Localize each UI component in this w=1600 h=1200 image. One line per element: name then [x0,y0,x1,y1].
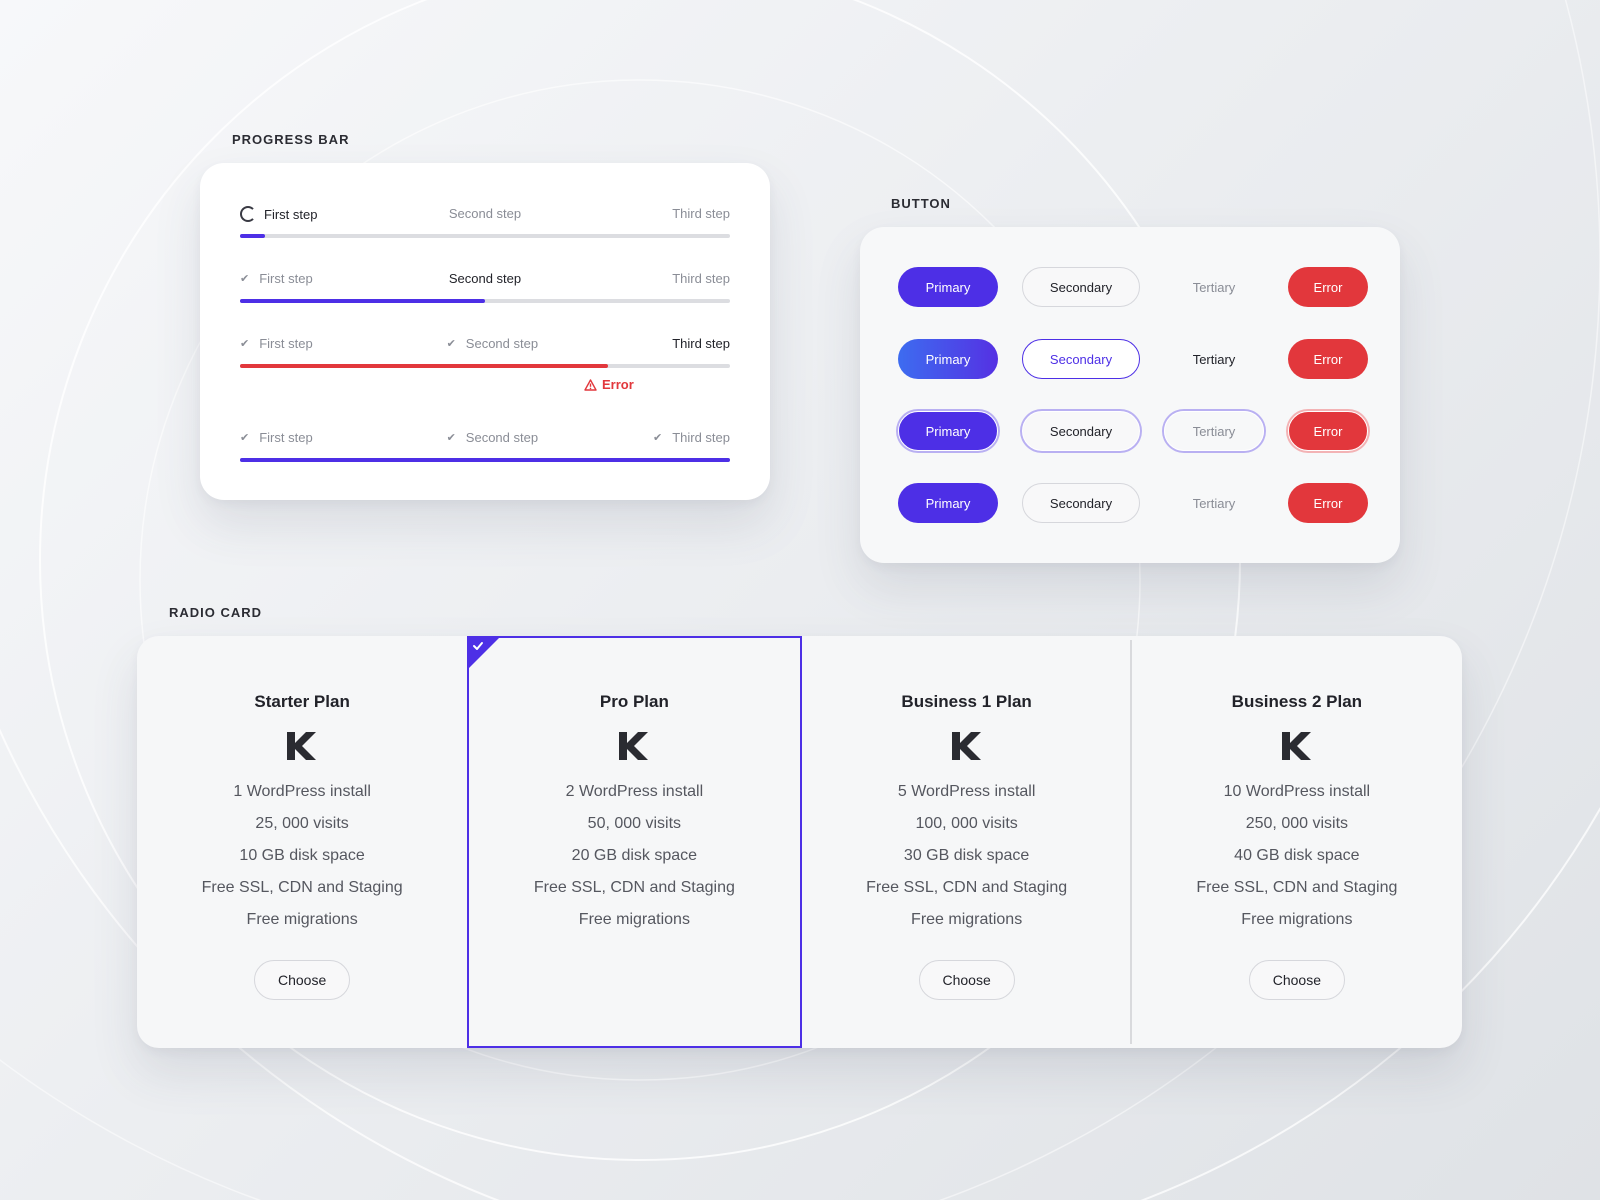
tertiary-button-pressed[interactable]: Tertiary [1164,483,1264,523]
plan-title: Business 2 Plan [1231,692,1363,711]
progress-row: ✔ First step ✔ Second step ✔ Third step [240,430,730,462]
plan-title: Pro Plan [599,692,669,711]
plan-features: 10 WordPress install 250, 000 visits 40 … [1196,776,1397,936]
progress-track [240,364,730,368]
progress-step-label: Second step [448,271,522,286]
plan-feature: 30 GB disk space [903,847,1030,864]
plan-feature: Free SSL, CDN and Staging [201,879,403,896]
progress-step-label: ✔ Second step [446,336,539,351]
plan-feature: 20 GB disk space [571,847,698,864]
plan-feature: 40 GB disk space [1234,847,1360,864]
kinsta-k-logo [951,732,981,760]
plan-card-starter[interactable]: Starter Plan 1 WordPress install 25, 000… [137,636,467,1048]
plan-feature: 100, 000 visits [915,815,1018,832]
secondary-button-hover[interactable]: Secondary [1022,339,1140,379]
plan-card-business-1[interactable]: Business 1 Plan 5 WordPress install 100,… [802,636,1132,1048]
progress-error-message: Error [584,377,634,392]
primary-button-focus[interactable]: Primary [898,411,998,451]
progress-step-label: ✔ First step [240,336,313,351]
secondary-button-pressed[interactable]: Secondary [1022,483,1140,523]
error-button-hover[interactable]: Error [1288,339,1368,379]
button-section-title: BUTTON [891,196,951,211]
progress-step-label: ✔ First step [240,271,313,286]
check-icon: ✔ [240,338,250,350]
plan-card-pro[interactable]: Pro Plan 2 WordPress install 50, 000 vis… [467,636,802,1048]
progress-fill [240,234,265,238]
plan-feature: Free migrations [1241,911,1353,928]
progress-step-label: Third step [672,271,730,286]
spinner-icon [240,206,256,222]
plan-feature: 25, 000 visits [255,815,349,832]
plan-features: 5 WordPress install 100, 000 visits 30 G… [866,776,1067,936]
error-button-pressed[interactable]: Error [1288,483,1368,523]
radio-card-group: Starter Plan 1 WordPress install 25, 000… [137,636,1462,1048]
plan-feature: Free SSL, CDN and Staging [1196,879,1398,896]
plan-feature: 2 WordPress install [565,783,704,800]
plan-feature: Free migrations [578,911,690,928]
check-icon: ✔ [446,338,456,350]
plan-feature: Free SSL, CDN and Staging [866,879,1068,896]
radio-section-title: RADIO CARD [169,605,263,620]
kinsta-k-logo [287,732,317,760]
progress-track [240,234,730,238]
check-icon: ✔ [652,432,663,444]
tertiary-button-focus[interactable]: Tertiary [1164,411,1264,451]
primary-button-pressed[interactable]: Primary [898,483,998,523]
progress-step-label: ✔ First step [240,430,313,445]
plan-feature: 1 WordPress install [233,783,371,800]
progress-step-label: Third step [672,206,730,221]
progress-step-label: First step [240,206,317,222]
warning-icon [584,378,597,391]
plan-title: Business 1 Plan [901,692,1032,711]
tertiary-button[interactable]: Tertiary [1164,267,1264,307]
progress-track [240,299,730,303]
progress-card: First step Second step Third step ✔ Firs… [200,163,770,500]
plan-feature: 50, 000 visits [587,815,682,832]
progress-row: ✔ First step Second step Third step [240,271,730,303]
secondary-button-focus[interactable]: Secondary [1022,411,1140,451]
plan-feature: 5 WordPress install [897,783,1036,800]
check-icon: ✔ [240,432,250,444]
progress-fill [240,299,485,303]
error-button-focus[interactable]: Error [1288,411,1368,451]
plan-card-business-2[interactable]: Business 2 Plan 10 WordPress install 250… [1132,636,1462,1048]
choose-button[interactable]: Choose [918,960,1015,1000]
progress-fill [240,364,608,368]
plan-feature: 10 GB disk space [239,847,365,864]
progress-step-label: Second step [448,206,522,221]
kinsta-k-logo [619,732,649,760]
progress-section-title: PROGRESS BAR [232,132,350,147]
plan-divider [1129,640,1132,1044]
primary-button-hover[interactable]: Primary [898,339,998,379]
kinsta-k-logo [1281,732,1311,760]
check-icon: ✔ [240,273,250,285]
plan-feature: Free migrations [246,911,358,928]
check-icon: ✔ [446,432,456,444]
plan-feature: Free SSL, CDN and Staging [533,879,735,896]
secondary-button[interactable]: Secondary [1022,267,1140,307]
plan-feature: 250, 000 visits [1245,815,1349,832]
progress-step-label: ✔ Third step [652,430,730,445]
plan-features: 2 WordPress install 50, 000 visits 20 GB… [534,776,735,936]
choose-button[interactable]: Choose [254,960,351,1000]
corner-check-icon [467,636,502,670]
tertiary-button-hover[interactable]: Tertiary [1164,339,1264,379]
progress-row: First step Second step Third step [240,206,730,238]
progress-step-label: Third step [672,336,730,351]
progress-track [240,458,730,462]
progress-fill [240,458,730,462]
progress-step-label: ✔ Second step [446,430,539,445]
plan-feature: Free migrations [911,911,1023,928]
progress-row: ✔ First step ✔ Second step Third step [240,336,730,368]
plan-features: 1 WordPress install 25, 000 visits 10 GB… [202,776,403,936]
error-button[interactable]: Error [1288,267,1368,307]
primary-button[interactable]: Primary [898,267,998,307]
plan-feature: 10 WordPress install [1223,783,1371,800]
button-card: Primary Secondary Tertiary Error Primary… [860,227,1400,563]
plan-title: Starter Plan [254,692,350,711]
choose-button[interactable]: Choose [1248,960,1345,1000]
